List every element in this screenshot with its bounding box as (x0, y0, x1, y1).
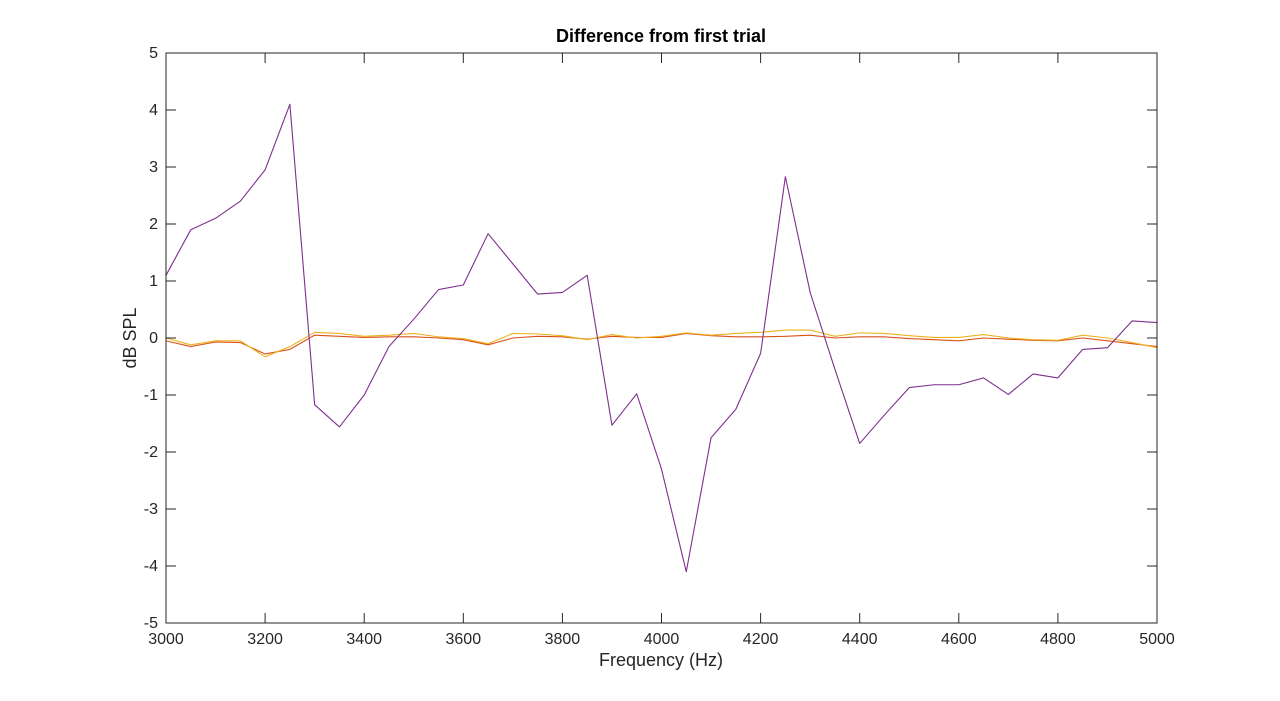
x-tick-label: 3400 (346, 631, 382, 648)
plot-frame (165, 52, 1158, 624)
x-axis-label: Frequency (Hz) (599, 650, 723, 670)
y-tick-label: 3 (149, 159, 158, 176)
y-axis-label: dB SPL (120, 307, 140, 368)
y-tick-label: 5 (149, 45, 158, 62)
series-line-2 (165, 329, 1158, 358)
x-tick-label: 4000 (644, 631, 680, 648)
y-tick-label: 2 (149, 216, 158, 233)
y-tick-label: -5 (144, 615, 158, 632)
x-tick-label: 3800 (545, 631, 581, 648)
y-tick-label: -1 (144, 387, 158, 404)
x-tick-label: 3200 (247, 631, 283, 648)
x-tick-label: 5000 (1139, 631, 1175, 648)
chart-title: Difference from first trial (556, 26, 766, 46)
axes: 3000 3200 3400 3600 3800 4000 4200 4400 4600 4800… (144, 45, 1175, 648)
series-line-1 (165, 332, 1158, 355)
x-tick-label: 4400 (842, 631, 878, 648)
y-tick-label: -4 (144, 558, 158, 575)
x-tick-label: 3000 (148, 631, 184, 648)
x-tick-label: 4200 (743, 631, 779, 648)
y-tick-label: 4 (149, 102, 158, 119)
x-tick-label: 3600 (446, 631, 482, 648)
x-tick-label: 4600 (941, 631, 977, 648)
series-layer (165, 103, 1158, 573)
y-tick-label: -2 (144, 444, 158, 461)
series-line-3 (165, 103, 1158, 573)
y-tick-label: 1 (149, 273, 158, 290)
y-tick-label: 0 (149, 330, 158, 347)
y-tick-label: -3 (144, 501, 158, 518)
x-tick-label: 4800 (1040, 631, 1076, 648)
